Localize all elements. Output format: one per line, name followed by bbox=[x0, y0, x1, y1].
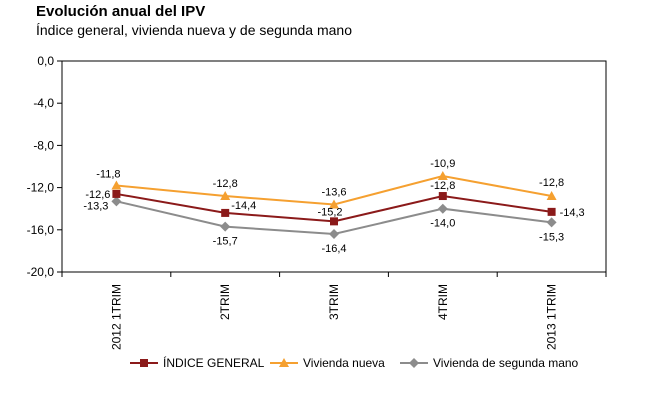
series-layer bbox=[111, 170, 557, 240]
data-point bbox=[437, 203, 448, 214]
data-point bbox=[329, 199, 339, 209]
y-tick-label: -4,0 bbox=[33, 96, 54, 110]
data-label: -15,3 bbox=[539, 231, 564, 243]
y-tick-label: -8,0 bbox=[33, 138, 54, 152]
data-point bbox=[547, 207, 556, 216]
data-point bbox=[329, 229, 339, 240]
legend-marker bbox=[279, 358, 289, 367]
data-point bbox=[330, 217, 338, 226]
data-point bbox=[111, 196, 122, 207]
x-tick-label: 2013 1TRIM bbox=[545, 284, 559, 350]
plot-area-border bbox=[61, 60, 607, 273]
chart-subtitle: Índice general, vivienda nueva y de segu… bbox=[36, 22, 352, 38]
chart-title: Evolución anual del IPV bbox=[36, 3, 206, 20]
data-point bbox=[546, 191, 557, 201]
data-point bbox=[546, 217, 557, 228]
legend-label: Vivienda de segunda mano bbox=[433, 356, 579, 370]
data-label: -13,3 bbox=[83, 200, 108, 212]
data-point bbox=[220, 191, 231, 201]
data-point bbox=[220, 221, 231, 232]
data-label: -14,0 bbox=[430, 218, 455, 230]
x-tick-label: 3TRIM bbox=[327, 284, 341, 320]
data-label: -12,8 bbox=[213, 178, 238, 190]
data-label: -16,4 bbox=[321, 243, 346, 255]
data-label: -13,6 bbox=[321, 186, 346, 198]
data-point bbox=[437, 170, 448, 180]
legend-label: Vivienda nueva bbox=[303, 356, 385, 370]
data-label: -12,8 bbox=[539, 177, 564, 189]
legend-marker bbox=[140, 359, 148, 367]
data-label: -10,9 bbox=[430, 158, 455, 170]
x-tick-label: 4TRIM bbox=[436, 284, 450, 320]
data-label: -12,6 bbox=[85, 189, 110, 201]
data-label: -12,8 bbox=[430, 180, 455, 192]
data-point bbox=[221, 208, 230, 217]
legend: ÍNDICE GENERAL Vivienda nueva Vivienda de … bbox=[130, 355, 579, 370]
y-tick-label: -12,0 bbox=[27, 181, 55, 195]
data-label: -15,7 bbox=[213, 236, 238, 248]
x-tick-label: 2012 1TRIM bbox=[109, 284, 123, 350]
legend-label: ÍNDICE GENERAL bbox=[163, 355, 265, 370]
data-label: -15,2 bbox=[317, 206, 342, 218]
axes: 0,0 -4,0 -8,0 -12,0 -16,0 -20,0 2012 1TRIM 2TRI… bbox=[27, 54, 607, 350]
data-point bbox=[438, 192, 447, 201]
y-tick-label: -16,0 bbox=[27, 223, 55, 237]
legend-marker bbox=[409, 358, 419, 368]
y-tick-label: -20,0 bbox=[27, 265, 55, 279]
data-label: -14,4 bbox=[231, 200, 256, 212]
data-label: -14,3 bbox=[560, 207, 585, 219]
data-label: -11,8 bbox=[96, 168, 120, 180]
data-point bbox=[112, 189, 121, 198]
y-tick-label: 0,0 bbox=[37, 54, 54, 68]
data-labels-layer: -12,6 -14,4 -15,2 -12,8 -14,3 -11,8 -12,8 -13,6… bbox=[83, 158, 584, 255]
data-point bbox=[111, 180, 122, 190]
x-tick-label: 2TRIM bbox=[218, 284, 232, 320]
